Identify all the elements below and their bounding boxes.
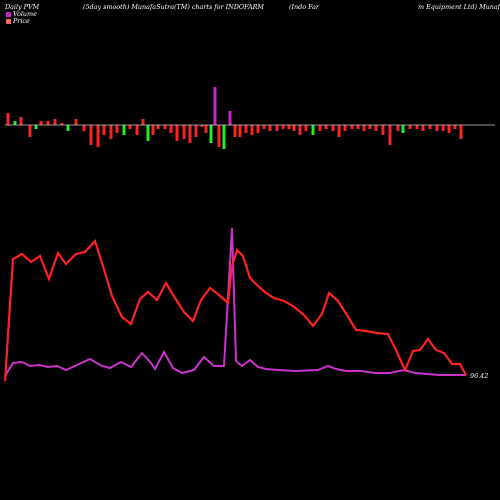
header-center: (5day smooth) MunafaSutra(TM) charts for… xyxy=(83,3,264,11)
volume-bar xyxy=(163,125,167,129)
volume-bar xyxy=(421,125,425,131)
legend-price-label: Price xyxy=(13,17,30,25)
volume-bars xyxy=(6,87,463,149)
volume-bar xyxy=(53,119,57,125)
volume-bar xyxy=(156,125,160,129)
volume-bar xyxy=(115,125,119,133)
volume-bar xyxy=(356,125,360,129)
volume-bar xyxy=(228,111,232,125)
volume-bar xyxy=(233,125,237,137)
volume-bar xyxy=(122,125,126,135)
volume-bar xyxy=(396,125,400,131)
volume-bar xyxy=(298,125,302,135)
volume-bar xyxy=(46,121,50,125)
volume-bar xyxy=(204,125,208,133)
volume-bar xyxy=(311,125,315,135)
volume-bar xyxy=(141,119,145,125)
volume-bar xyxy=(428,125,432,129)
volume-bar xyxy=(6,113,10,125)
volume-bar xyxy=(213,87,217,125)
legend-volume: Volume xyxy=(6,10,37,18)
volume-bar xyxy=(304,125,308,131)
legend-volume-label: Volume xyxy=(13,10,37,18)
volume-bar xyxy=(222,125,226,149)
header-left: Daily PVM xyxy=(5,3,40,11)
volume-bar xyxy=(175,125,179,141)
volume-bar xyxy=(82,125,86,131)
volume-bar xyxy=(238,125,242,137)
volume-bar xyxy=(244,125,248,133)
header-right-1: (Indo Far xyxy=(289,3,319,11)
volume-bar xyxy=(435,125,439,131)
volume-bar xyxy=(401,125,405,133)
volume-bar xyxy=(28,125,32,137)
volume-bar xyxy=(453,125,457,129)
volume-bar xyxy=(13,121,17,125)
legend-price: Price xyxy=(6,17,30,25)
volume-bar xyxy=(60,123,64,125)
volume-bar xyxy=(34,125,38,129)
volume-bar xyxy=(135,125,139,135)
volume-bar xyxy=(441,125,445,131)
volume-bar xyxy=(209,125,213,143)
volume-bar xyxy=(182,125,186,139)
volume-bar xyxy=(200,125,204,127)
volume-bar xyxy=(66,125,70,131)
volume-bar xyxy=(381,125,385,135)
volume-bar xyxy=(368,125,372,129)
volume-bar xyxy=(459,125,463,139)
volume-bar xyxy=(256,125,260,133)
volume-bar xyxy=(362,125,366,131)
volume-bar xyxy=(262,125,266,129)
volume-bar xyxy=(89,125,93,145)
volume-bar xyxy=(318,125,322,131)
volume-bar xyxy=(217,125,221,147)
volume-bar xyxy=(287,125,291,129)
volume-bar xyxy=(331,125,335,131)
volume-bar xyxy=(194,125,198,137)
price-line xyxy=(3,238,467,382)
volume-bar xyxy=(74,119,78,125)
volume-bar xyxy=(281,125,285,129)
volume-bar xyxy=(350,125,354,129)
volume-bar xyxy=(275,125,279,131)
volume-bar xyxy=(415,125,419,129)
volume-bar xyxy=(188,125,192,143)
volume-bar xyxy=(337,125,341,137)
volume-bar xyxy=(447,125,451,133)
volume-line xyxy=(4,227,466,377)
volume-bar xyxy=(146,125,150,141)
volume-bar xyxy=(292,125,296,131)
volume-bar xyxy=(324,125,328,129)
volume-bar xyxy=(268,125,272,131)
volume-bar xyxy=(250,125,254,135)
last-price-label: 96.42 xyxy=(470,372,488,380)
volume-bar xyxy=(169,125,173,133)
volume-bar xyxy=(39,121,43,125)
volume-bar xyxy=(128,125,132,129)
volume-bar xyxy=(96,125,100,147)
volume-bar xyxy=(151,125,155,135)
header-right-2: m Equipment Ltd) Munaf xyxy=(418,3,500,11)
volume-bar xyxy=(109,125,113,139)
volume-bar xyxy=(388,125,392,145)
volume-bar xyxy=(102,125,106,135)
price-swatch xyxy=(6,18,11,24)
volume-swatch xyxy=(6,11,11,17)
volume-bar xyxy=(408,125,412,129)
volume-bar xyxy=(343,125,347,131)
volume-bar xyxy=(374,125,378,131)
volume-bar xyxy=(19,117,23,125)
